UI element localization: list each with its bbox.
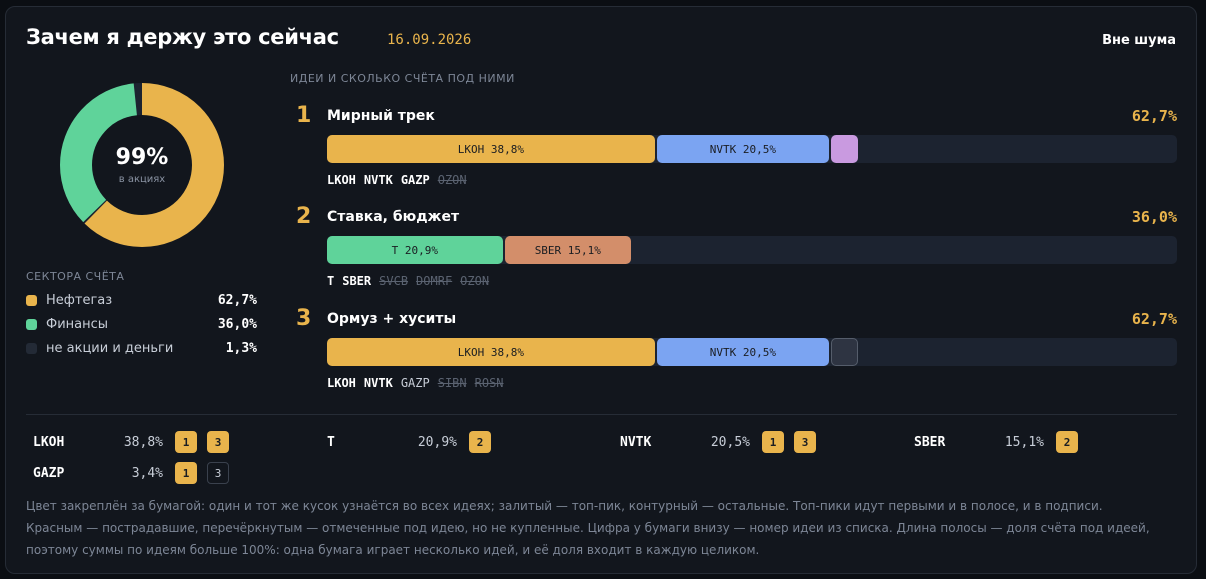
holding-row: GAZP 3,4% 1 3 xyxy=(33,461,239,485)
idea-badge: 3 xyxy=(207,431,229,453)
holding-row: SBER 15,1% 2 xyxy=(914,430,1088,454)
donut-percent: 99% xyxy=(115,145,169,170)
donut-slice-1 xyxy=(60,83,224,247)
idea-number: 1 xyxy=(296,103,312,128)
holding-row: NVTK 20,5% 1 3 xyxy=(620,430,826,454)
ticker-label: ROSN xyxy=(474,376,504,390)
ticker-label: NVTK xyxy=(363,376,393,390)
holding-ticker: GAZP xyxy=(33,465,65,481)
ticker-label: SBER xyxy=(342,274,372,288)
ticker-label: DOMRF xyxy=(416,274,453,288)
divider xyxy=(26,414,1177,415)
idea-bar: T 20,9% SBER 15,1% xyxy=(327,236,1177,264)
ticker-label: T xyxy=(327,274,335,288)
bar-segment: SBER 15,1% xyxy=(504,236,631,264)
idea-tickers: T SBER SVCB DOMRF OZON xyxy=(327,274,489,288)
holding-ticker: NVTK xyxy=(620,434,652,450)
sector-color-dot xyxy=(26,342,37,354)
sector-color-dot xyxy=(26,294,37,306)
holding-percent: 20,5% xyxy=(710,434,750,450)
sector-name: Нефтегаз xyxy=(46,292,113,308)
allocation-donut xyxy=(60,83,224,247)
idea-badge: 1 xyxy=(762,431,784,453)
idea-number: 2 xyxy=(296,204,312,229)
sector-value: 62,7% xyxy=(217,292,257,308)
holding-percent: 38,8% xyxy=(123,434,163,450)
sector-row: Финансы 36,0% xyxy=(26,314,257,334)
idea-tickers: LKOH NVTK GAZP OZON xyxy=(327,173,467,187)
sector-name: Финансы xyxy=(46,316,109,332)
holding-percent: 3,4% xyxy=(131,465,163,481)
bar-segment xyxy=(831,338,858,366)
report-date: 16.09.2026 xyxy=(387,32,472,48)
idea-name: Мирный трек xyxy=(327,108,435,124)
idea-badge: 1 xyxy=(175,431,197,453)
ticker-label: LKOH xyxy=(327,376,356,390)
idea-block: 3 Ормуз + хуситы 62,7% LKOH 38,8% NVTK 20,5%… xyxy=(296,306,1177,396)
idea-badge: 2 xyxy=(1056,431,1078,453)
ticker-label: OZON xyxy=(460,274,490,288)
ticker-label: OZON xyxy=(437,173,467,187)
idea-percent: 62,7% xyxy=(1131,107,1177,125)
idea-badge: 2 xyxy=(469,431,491,453)
holding-ticker: T xyxy=(327,434,335,450)
bar-segment: LKOH 38,8% xyxy=(327,135,655,163)
donut-center: 99% в акциях xyxy=(58,81,226,249)
ticker-label: GAZP xyxy=(400,173,430,187)
holding-row: LKOH 38,8% 1 3 xyxy=(33,430,239,454)
holding-ticker: LKOH xyxy=(33,434,65,450)
bar-segment: T 20,9% xyxy=(327,236,503,264)
holding-ticker: SBER xyxy=(914,434,946,450)
holding-row: T 20,9% 2 xyxy=(327,430,501,454)
ideas-title: ИДЕИ И СКОЛЬКО СЧЁТА ПОД НИМИ xyxy=(290,72,515,85)
sector-value: 36,0% xyxy=(217,316,257,332)
idea-block: 2 Ставка, бюджет 36,0% T 20,9% SBER 15,1% T SB… xyxy=(296,204,1177,294)
idea-block: 1 Мирный трек 62,7% LKOH 38,8% NVTK 20,5% LKO… xyxy=(296,103,1177,193)
donut-subtitle: в акциях xyxy=(118,174,166,185)
ticker-label: SIBN xyxy=(437,376,467,390)
portfolio-card: Зачем я держу это сейчас 16.09.2026 Вне … xyxy=(5,6,1197,574)
holding-percent: 20,9% xyxy=(417,434,457,450)
page-title: Зачем я держу это сейчас xyxy=(26,25,339,49)
bar-segment: NVTK 20,5% xyxy=(656,135,830,163)
sector-color-dot xyxy=(26,318,37,330)
bar-segment: LKOH 38,8% xyxy=(327,338,655,366)
idea-bar: LKOH 38,8% NVTK 20,5% xyxy=(327,338,1177,366)
ticker-label: GAZP xyxy=(400,376,430,390)
ticker-label: NVTK xyxy=(363,173,393,187)
idea-name: Ормуз + хуситы xyxy=(327,311,457,327)
bar-segment: NVTK 20,5% xyxy=(656,338,830,366)
bar-segment xyxy=(831,135,858,163)
sector-row: не акции и деньги 1,3% xyxy=(26,338,257,358)
sectors-title: СЕКТОРА СЧЁТА xyxy=(26,270,125,283)
sector-row: Нефтегаз 62,7% xyxy=(26,290,257,310)
idea-badge: 1 xyxy=(175,462,197,484)
idea-name: Ставка, бюджет xyxy=(327,209,460,225)
sector-value: 1,3% xyxy=(225,340,257,356)
brand-label: Вне шума xyxy=(1102,33,1176,48)
idea-percent: 36,0% xyxy=(1131,208,1177,226)
idea-badge: 3 xyxy=(207,462,229,484)
ticker-label: LKOH xyxy=(327,173,356,187)
idea-bar: LKOH 38,8% NVTK 20,5% xyxy=(327,135,1177,163)
footnote: Цвет закреплён за бумагой: один и тот же… xyxy=(26,499,1150,557)
ticker-label: SVCB xyxy=(379,274,409,288)
donut-slice-0 xyxy=(60,83,224,247)
idea-percent: 62,7% xyxy=(1131,310,1177,328)
sector-name: не акции и деньги xyxy=(46,340,174,356)
idea-number: 3 xyxy=(296,306,312,331)
idea-tickers: LKOH NVTK GAZP SIBN ROSN xyxy=(327,376,504,390)
idea-badge: 3 xyxy=(794,431,816,453)
holding-percent: 15,1% xyxy=(1004,434,1044,450)
